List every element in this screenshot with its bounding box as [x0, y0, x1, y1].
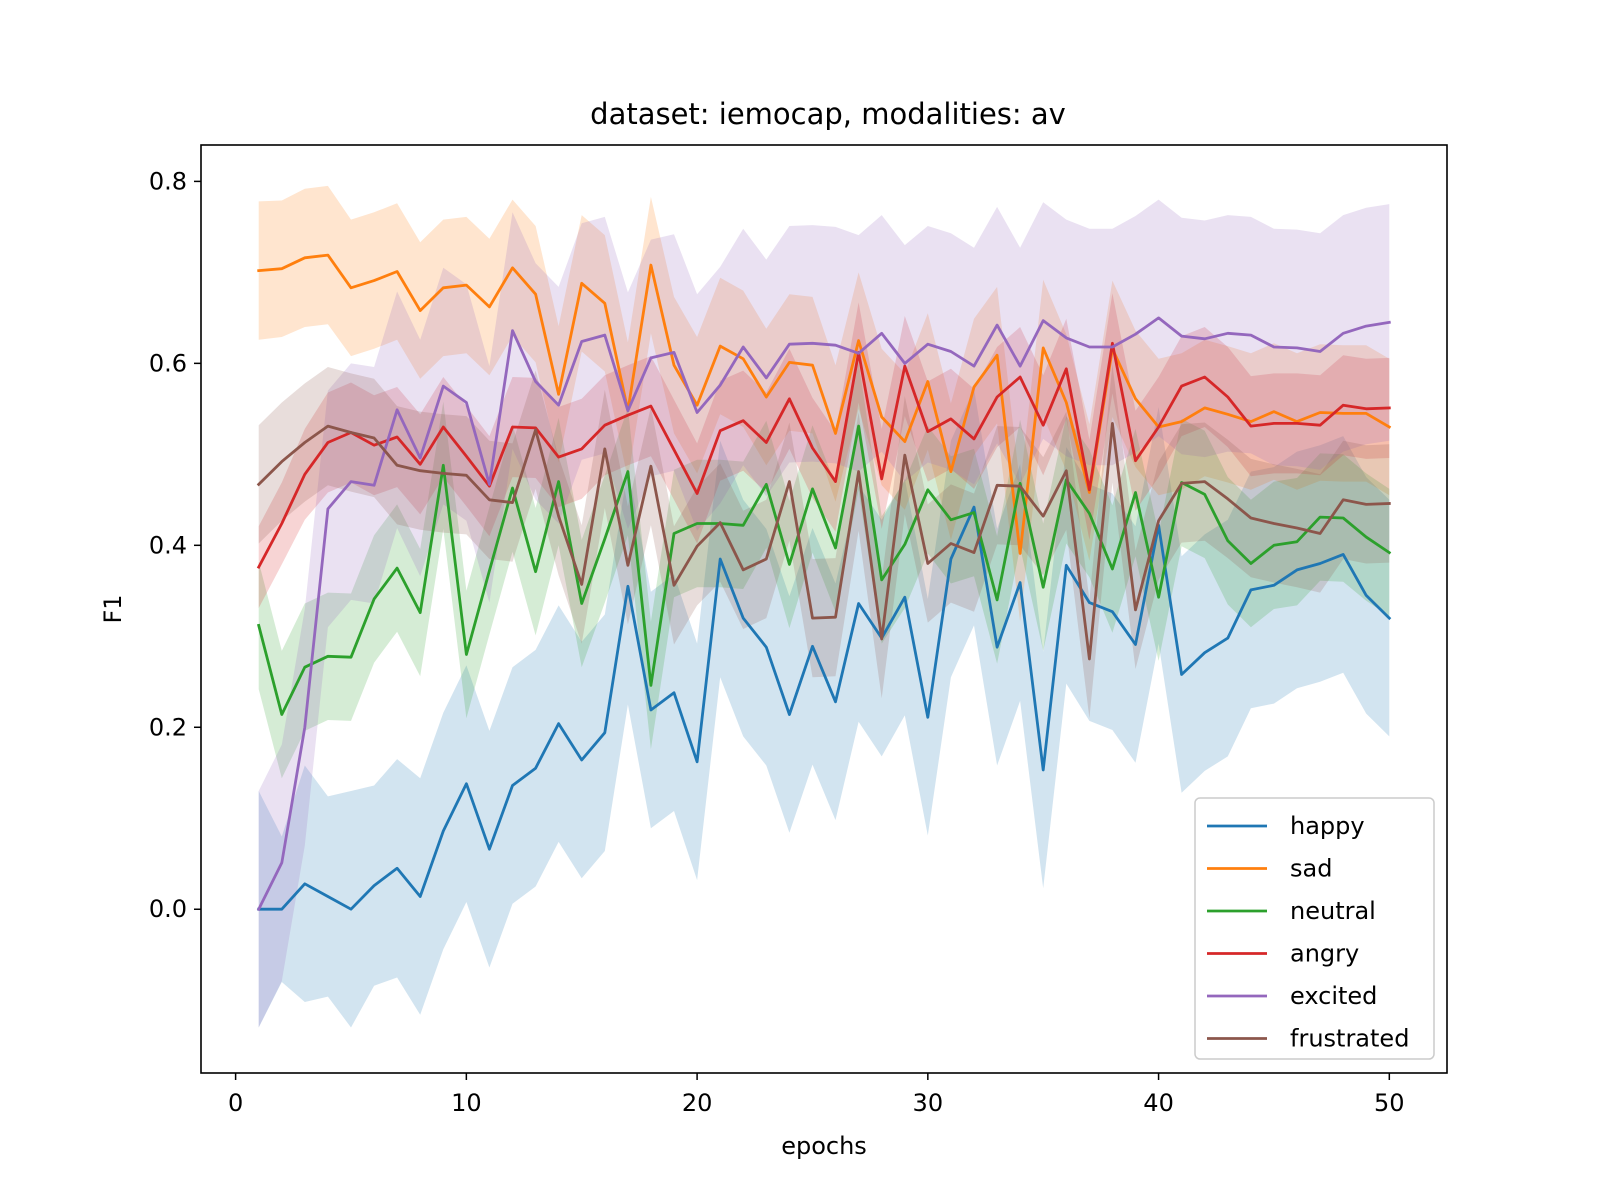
- legend-label-neutral: neutral: [1290, 897, 1376, 925]
- y-tick-label: 0.2: [149, 713, 187, 741]
- legend-label-angry: angry: [1290, 940, 1359, 968]
- chart-title: dataset: iemocap, modalities: av: [590, 97, 1066, 131]
- y-axis-label: F1: [99, 594, 127, 623]
- angry-line: [256, 341, 1391, 569]
- x-tick-label: 50: [1374, 1089, 1405, 1117]
- legend-label-excited: excited: [1290, 982, 1377, 1010]
- excited-line: [256, 316, 1391, 912]
- x-axis-label: epochs: [781, 1132, 867, 1160]
- legend-label-happy: happy: [1290, 812, 1365, 840]
- x-axis: 0 10 20 30 40 50: [228, 1073, 1405, 1117]
- y-tick-label: 0.0: [149, 895, 187, 923]
- legend-label-frustrated: frustrated: [1290, 1025, 1409, 1053]
- y-tick-label: 0.8: [149, 167, 187, 195]
- series-lines: [256, 253, 1392, 912]
- legend-box: [1194, 797, 1435, 1060]
- sad-band: [258, 185, 1390, 622]
- plot-area-frame: [200, 144, 1448, 1074]
- neutral-line: [256, 424, 1392, 716]
- x-tick-label: 0: [228, 1089, 243, 1117]
- y-axis: 0.0 0.2 0.4 0.6 0.8: [149, 167, 201, 923]
- y-tick-label: 0.4: [149, 531, 187, 559]
- excited-band: [258, 199, 1390, 1028]
- y-tick-label: 0.6: [149, 349, 187, 377]
- x-tick-label: 30: [913, 1089, 944, 1117]
- x-tick-label: 40: [1143, 1089, 1174, 1117]
- legend: happy sad neutral angry excited frustrated: [1194, 797, 1435, 1060]
- happy-line: [257, 505, 1392, 911]
- legend-label-sad: sad: [1290, 855, 1332, 883]
- x-tick-label: 20: [682, 1089, 713, 1117]
- frustrated-line: [256, 421, 1391, 661]
- happy-band: [258, 388, 1390, 1028]
- sad-line: [257, 253, 1392, 555]
- neutral-band: [258, 362, 1390, 779]
- x-tick-label: 10: [451, 1089, 482, 1117]
